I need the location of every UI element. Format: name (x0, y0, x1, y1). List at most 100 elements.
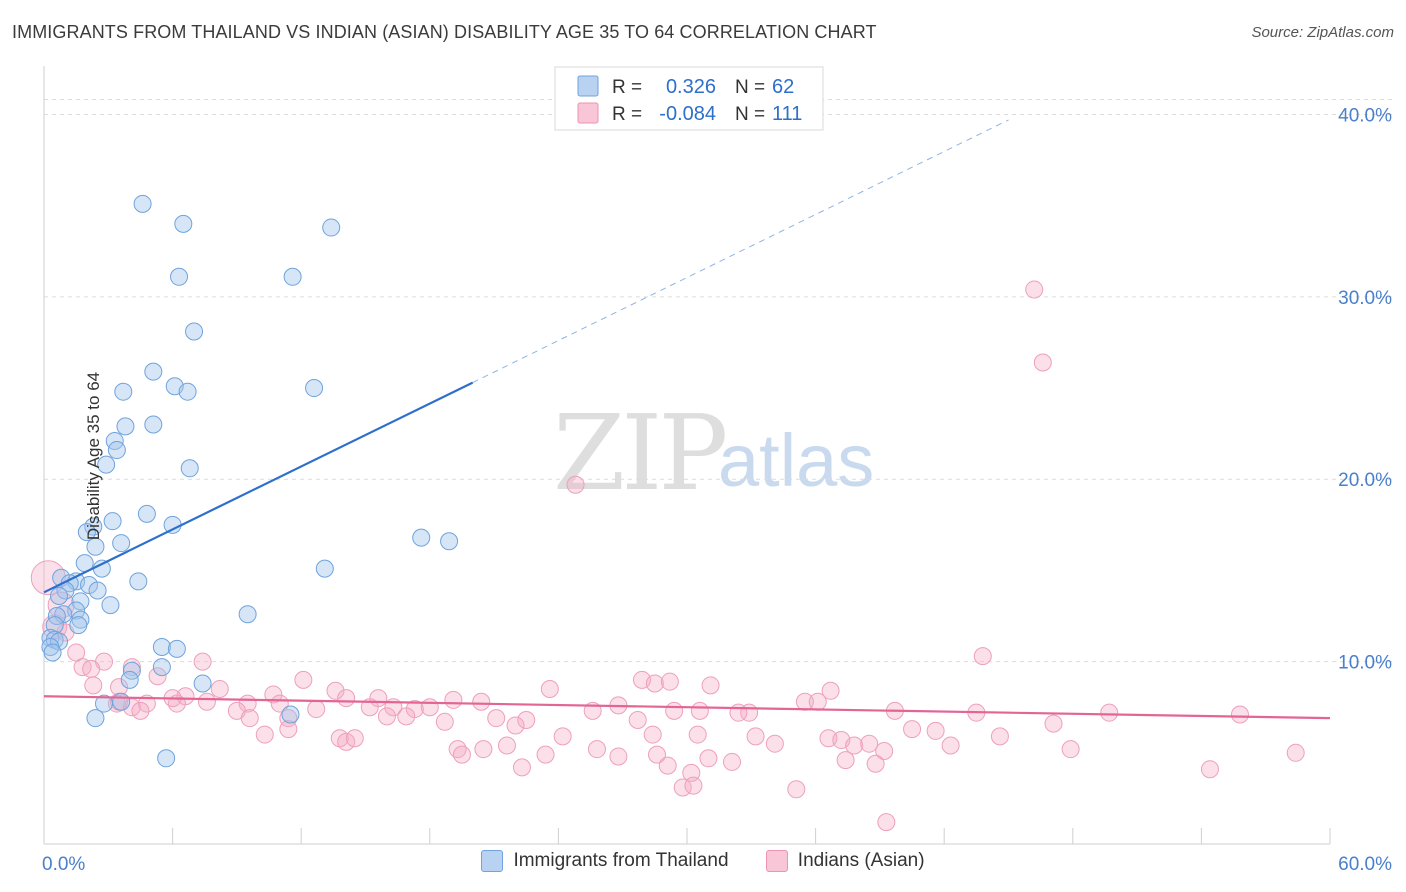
data-point-indians (377, 707, 396, 726)
legend-item-indians[interactable]: Indians (Asian) (765, 850, 925, 872)
data-point-indians (307, 700, 326, 719)
data-point-thailand (144, 415, 163, 434)
data-point-indians (255, 725, 274, 744)
data-point-indians (787, 780, 806, 799)
data-point-indians (866, 754, 885, 773)
x-tick-label-start: 0.0% (42, 854, 85, 875)
trend-line-thailand (43, 381, 474, 594)
legend-label-thailand: Immigrants from Thailand (513, 850, 729, 871)
data-point-thailand (92, 559, 111, 578)
data-point-thailand (107, 441, 126, 460)
data-point-indians (474, 740, 493, 759)
data-point-thailand (283, 267, 302, 286)
data-point-thailand (50, 632, 69, 651)
data-point-indians (553, 727, 572, 746)
data-point-thailand (281, 705, 300, 724)
data-point-indians (506, 716, 525, 735)
data-point-indians (148, 667, 167, 686)
data-point-thailand (86, 709, 105, 728)
data-point-indians (973, 647, 992, 666)
data-point-indians (326, 681, 345, 700)
data-point-thailand (97, 455, 116, 474)
data-point-thailand (157, 749, 176, 768)
series-indians-asian (30, 280, 1305, 832)
data-point-thailand (103, 512, 122, 531)
trend-line-indians (43, 695, 1331, 720)
data-point-indians (420, 698, 439, 717)
tick-labels: 10.0% 20.0% 30.0% 40.0% 0.0% 60.0% (42, 105, 1392, 875)
y-tick-label: 30.0% (1338, 288, 1392, 309)
y-tick-label: 20.0% (1338, 470, 1392, 491)
data-point-indians (279, 720, 298, 739)
data-point-thailand (112, 692, 131, 711)
data-point-indians (845, 736, 864, 755)
x-tick-label-end: 60.0% (1338, 854, 1392, 875)
data-point-thailand (167, 639, 186, 658)
y-axis-label: Disability Age 35 to 64 (84, 371, 104, 541)
data-point-indians (643, 725, 662, 744)
data-point-indians (197, 692, 216, 711)
data-point-indians (746, 727, 765, 746)
watermark-atlas: atlas (718, 419, 875, 502)
stats-swatch-indians (577, 102, 599, 124)
data-point-indians (688, 725, 707, 744)
legend-swatch-blue (481, 850, 504, 872)
data-point-thailand (315, 559, 334, 578)
data-point-indians (337, 732, 356, 751)
data-point-indians (628, 710, 647, 729)
data-point-thailand (170, 267, 189, 286)
data-point-indians (240, 709, 259, 728)
legend-item-thailand[interactable]: Immigrants from Thailand (481, 850, 729, 872)
data-point-indians (536, 745, 555, 764)
data-point-indians (658, 756, 677, 775)
data-point-indians (487, 709, 506, 728)
gridlines (44, 98, 1392, 663)
stats-n-value-thailand: 62 (772, 76, 794, 98)
stats-r-label-indians: R = (612, 104, 642, 125)
axes (43, 66, 1331, 845)
data-point-indians (808, 692, 827, 711)
data-point-indians (1025, 280, 1044, 299)
data-point-thailand (86, 537, 105, 556)
data-point-thailand (152, 658, 171, 677)
stats-r-value-thailand: 0.326 (666, 76, 716, 98)
data-point-indians (540, 679, 559, 698)
data-point-indians (1286, 743, 1305, 762)
data-point-thailand (133, 194, 152, 213)
data-point-indians (645, 674, 664, 693)
data-point-thailand (322, 218, 341, 237)
data-point-indians (903, 720, 922, 739)
data-point-indians (84, 676, 103, 695)
data-point-indians (1200, 760, 1219, 779)
data-point-thailand (180, 459, 199, 478)
data-point-thailand (71, 592, 90, 611)
data-point-thailand (178, 382, 197, 401)
trend-line-thailand-extension (472, 119, 1009, 384)
data-point-thailand (305, 379, 324, 398)
watermark-zip: ZIP (553, 392, 728, 514)
data-point-indians (765, 734, 784, 753)
data-point-thailand (114, 382, 133, 401)
data-point-indians (690, 701, 709, 720)
data-point-indians (860, 734, 879, 753)
data-point-indians (397, 707, 416, 726)
data-point-indians (684, 776, 703, 795)
data-point-thailand (120, 670, 139, 689)
stats-r-label-thailand: R = (612, 77, 642, 98)
data-point-indians (875, 741, 894, 760)
data-point-indians (701, 676, 720, 695)
data-point-indians (941, 736, 960, 755)
data-point-indians (1033, 353, 1052, 372)
y-tick-label: 10.0% (1338, 653, 1392, 674)
stats-n-value-indians: 111 (772, 103, 802, 125)
data-point-indians (264, 685, 283, 704)
data-point-indians (137, 694, 156, 713)
data-point-indians (1044, 714, 1063, 733)
data-point-thailand (185, 322, 204, 341)
data-point-indians (926, 721, 945, 740)
data-point-thailand (50, 586, 69, 605)
data-point-thailand (412, 528, 431, 547)
stats-legend: R = 0.326 N = 62 R = -0.084 N = 111 (554, 66, 824, 131)
data-point-thailand (193, 674, 212, 693)
